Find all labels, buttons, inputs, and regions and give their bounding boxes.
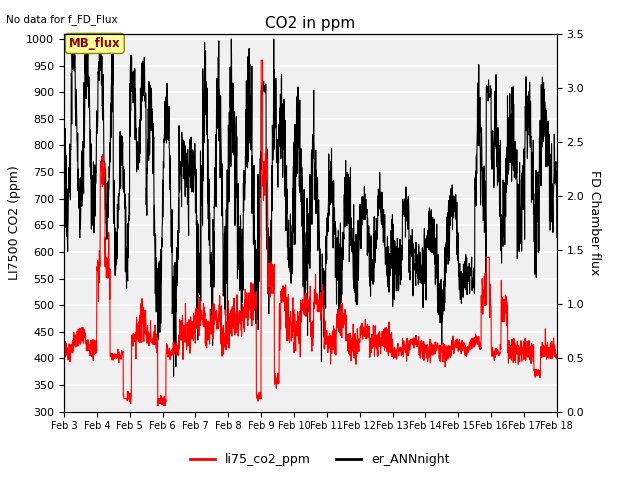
Y-axis label: LI7500 CO2 (ppm): LI7500 CO2 (ppm): [8, 165, 20, 280]
Text: No data for f_FD_Flux: No data for f_FD_Flux: [6, 14, 118, 25]
Legend: li75_co2_ppm, er_ANNnight: li75_co2_ppm, er_ANNnight: [186, 448, 454, 471]
Y-axis label: FD Chamber flux: FD Chamber flux: [588, 170, 601, 275]
Title: CO2 in ppm: CO2 in ppm: [265, 16, 356, 31]
Text: MB_flux: MB_flux: [69, 37, 121, 50]
